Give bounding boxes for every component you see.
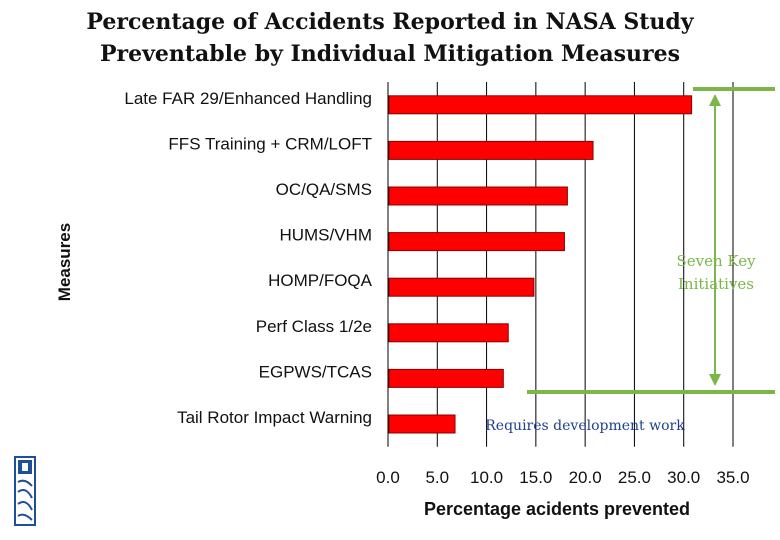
development-work-label: Requires development work — [485, 418, 685, 434]
category-label: HUMS/VHM — [279, 226, 372, 245]
category-label: Tail Rotor Impact Warning — [177, 408, 372, 427]
bar — [388, 414, 456, 434]
x-tick-label: 10.0 — [470, 468, 503, 487]
seven-key-label-line-2: Initiatives — [678, 275, 754, 293]
title-line-2: Preventable by Individual Mitigation Mea… — [99, 41, 681, 67]
category-label: Late FAR 29/Enhanced Handling — [124, 89, 372, 108]
bar — [388, 232, 565, 252]
bar — [388, 323, 509, 343]
category-label: Perf Class 1/2e — [256, 317, 372, 336]
x-tick-label: 0.0 — [376, 468, 400, 487]
category-label: EGPWS/TCAS — [259, 362, 372, 381]
bar — [388, 95, 693, 115]
x-tick-label: 35.0 — [716, 468, 749, 487]
x-tick-label: 30.0 — [667, 468, 700, 487]
category-labels: Late FAR 29/Enhanced Handling FFS Trainin… — [124, 89, 372, 427]
seven-key-label-line-1: Seven Key — [676, 252, 756, 270]
category-label: OC/QA/SMS — [276, 180, 372, 199]
x-tick-label: 15.0 — [519, 468, 552, 487]
category-label: FFS Training + CRM/LOFT — [168, 134, 372, 153]
company-logo-icon — [14, 456, 36, 526]
slide-title: Percentage of Accidents Reported in NASA… — [0, 6, 780, 70]
bar — [388, 277, 535, 297]
x-tick-label: 5.0 — [425, 468, 449, 487]
x-axis-label: Percentage acidents prevented — [424, 499, 690, 519]
bar — [388, 140, 594, 160]
y-axis-label: Measures — [55, 223, 74, 301]
arrow-down-icon — [709, 374, 721, 386]
title-line-1: Percentage of Accidents Reported in NASA… — [86, 9, 694, 35]
x-tick-label: 25.0 — [618, 468, 651, 487]
x-tick-labels: 0.0 5.0 10.0 15.0 20.0 25.0 30.0 35.0 — [376, 468, 749, 487]
category-label: HOMP/FOQA — [268, 271, 373, 290]
bar — [388, 368, 504, 388]
x-tick-label: 20.0 — [569, 468, 602, 487]
bar — [388, 186, 568, 206]
arrow-up-icon — [709, 94, 721, 106]
bars-group — [388, 95, 693, 434]
